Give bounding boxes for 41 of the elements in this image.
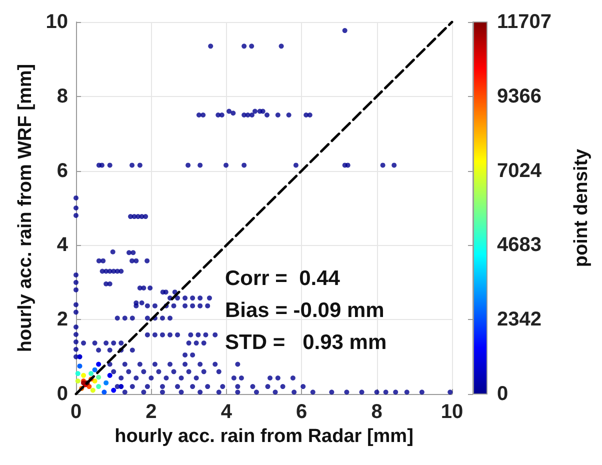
color-bar-label: 4683 [497,234,542,256]
x-tick-label: 8 [371,401,382,423]
y-tick-label: 4 [56,234,69,256]
y-tick-label: 10 [46,11,68,33]
point [81,372,86,378]
point [75,371,80,376]
x-tick-label: 2 [146,401,157,423]
point [118,384,124,390]
x-tick-label: 4 [220,401,233,423]
x-tick-label: 0 [70,401,82,423]
y-tick-label: 8 [56,85,68,108]
point [75,378,80,384]
x-tick-label: 10 [440,401,464,423]
color-bar-label: 2342 [497,308,542,331]
point [96,374,102,380]
point [111,388,116,393]
y-tick-label: 6 [56,160,68,182]
y-tick-label: 2 [56,308,68,331]
y-axis-title: hourly acc. rain from WRF [mm] [14,64,36,352]
point [77,354,82,360]
point [88,371,94,376]
color-bar-label: 7024 [497,160,542,182]
annotation: Bias = -0.09 mm [225,299,384,322]
color-bar-label: 0 [497,383,508,405]
point [96,384,102,390]
x-axis-title: hourly acc. rain from Radar [mm] [114,426,414,447]
point [102,390,107,395]
y-tick-label: 0 [56,383,68,405]
annotation: Corr = 0.44 [225,267,340,290]
annotation: STD = 0.93 mm [225,331,387,354]
point [96,362,102,367]
color-bar-label: 9366 [497,85,542,108]
point [92,367,98,372]
point [77,364,82,369]
x-tick-label: 6 [296,401,308,423]
point [104,380,109,386]
color-bar-title: point density [571,148,592,268]
color-bar-label: 11707 [497,11,552,33]
point [92,378,98,384]
point [107,372,112,378]
point [90,388,96,393]
